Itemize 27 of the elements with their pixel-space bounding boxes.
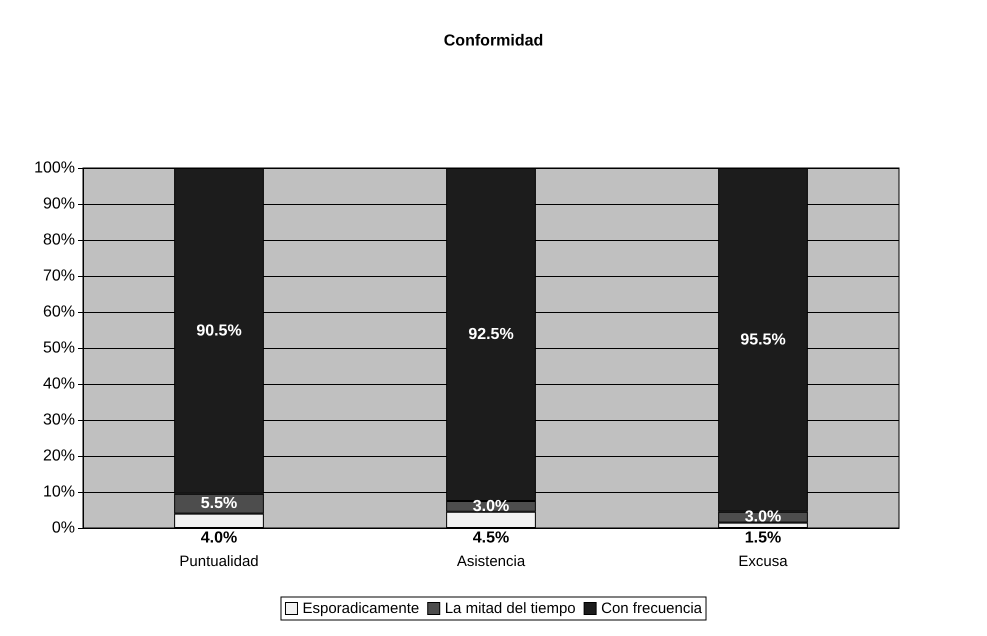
- y-tick-label: 40%: [42, 376, 75, 392]
- y-tick-label: 0%: [52, 520, 75, 536]
- data-label: 3.0%: [744, 508, 782, 526]
- data-label: 90.5%: [196, 322, 242, 340]
- data-label: 4.5%: [472, 530, 510, 546]
- y-tick-label: 20%: [42, 448, 75, 464]
- y-tick-label: 100%: [34, 160, 75, 176]
- y-tick-label: 10%: [42, 484, 75, 500]
- y-tick-label: 90%: [42, 196, 75, 212]
- y-tick-label: 60%: [42, 304, 75, 320]
- x-tick-label: Asistencia: [456, 553, 526, 570]
- y-tick-label: 70%: [42, 268, 75, 284]
- x-tick-label: Puntualidad: [179, 553, 259, 570]
- data-label: 1.5%: [744, 530, 782, 546]
- legend-label: Esporadicamente: [302, 600, 420, 617]
- y-tick-label: 80%: [42, 232, 75, 248]
- data-label: 92.5%: [468, 326, 514, 343]
- data-label: 5.5%: [200, 495, 238, 512]
- y-tick-label: 50%: [42, 340, 75, 356]
- legend-label: Con frecuencia: [601, 600, 703, 617]
- chart-title: Conformidad: [444, 32, 544, 50]
- data-label: 4.0%: [200, 530, 238, 546]
- legend-label: La mitad del tiempo: [444, 600, 576, 617]
- y-tick-label: 30%: [42, 412, 75, 428]
- data-label: 95.5%: [740, 331, 786, 348]
- x-tick-label: Excusa: [738, 553, 788, 570]
- data-label: 3.0%: [472, 498, 510, 515]
